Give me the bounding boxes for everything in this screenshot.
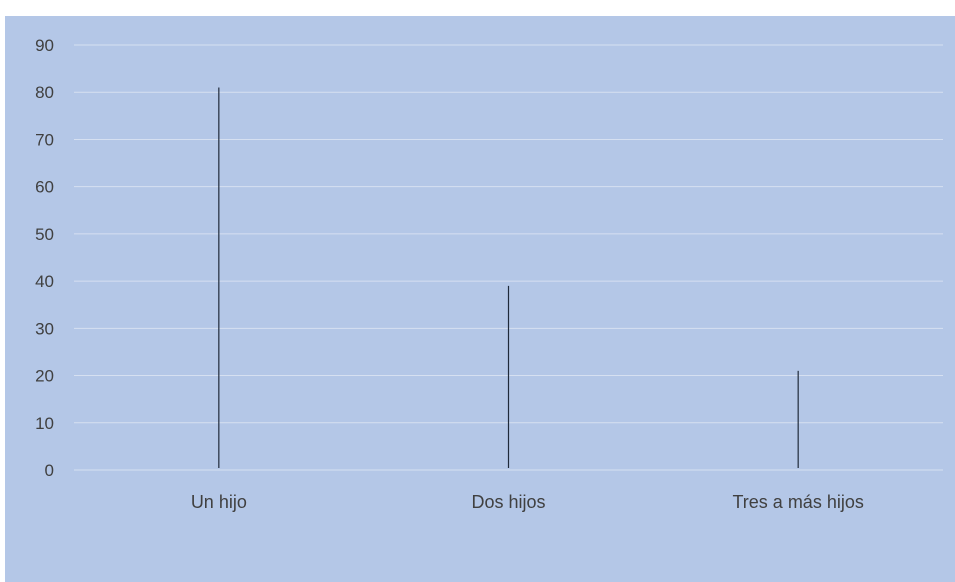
bars <box>218 87 799 468</box>
y-tick-label: 30 <box>35 319 54 338</box>
y-axis-ticks: 0 10 20 30 40 50 60 70 80 90 <box>35 36 54 480</box>
y-tick-label: 80 <box>35 83 54 102</box>
y-tick-label: 40 <box>35 272 54 291</box>
y-tick-label: 50 <box>35 225 54 244</box>
category-label: Un hijo <box>191 492 247 512</box>
y-tick-label: 20 <box>35 367 54 386</box>
y-tick-label: 60 <box>35 178 54 197</box>
chart-area <box>5 16 955 582</box>
category-label: Tres a más hijos <box>732 492 863 512</box>
y-tick-label: 90 <box>35 36 54 55</box>
category-label: Dos hijos <box>471 492 545 512</box>
y-tick-label: 70 <box>35 130 54 149</box>
y-tick-label: 10 <box>35 414 54 433</box>
x-axis-categories: Un hijo Dos hijos Tres a más hijos <box>191 492 864 512</box>
y-tick-label: 0 <box>45 461 54 480</box>
